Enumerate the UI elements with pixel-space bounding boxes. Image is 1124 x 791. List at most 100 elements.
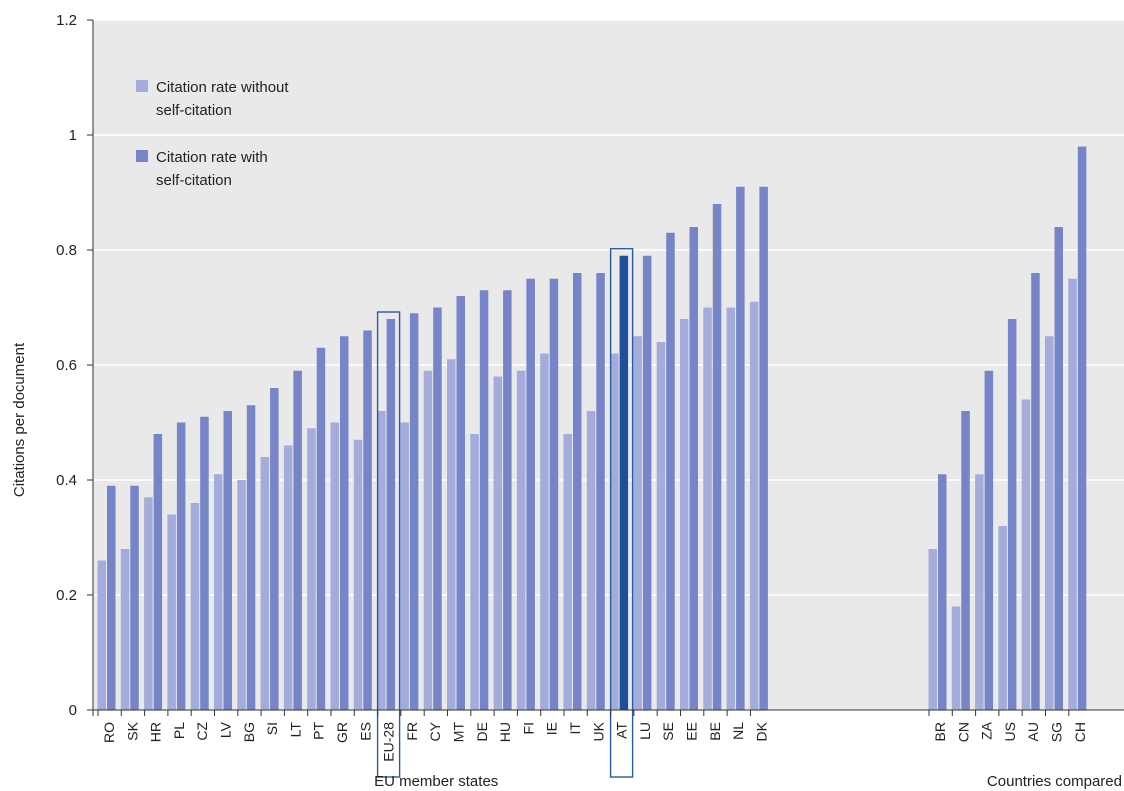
legend-label-1: Citation rate with: [156, 149, 268, 166]
bar-with-self-citation-lu: [642, 255, 652, 710]
y-axis-title: Citations per document: [11, 342, 28, 497]
bar-without-self-citation-ee: [680, 319, 689, 710]
x-tick-label-cn: CN: [955, 722, 971, 742]
x-tick-label-at: AT: [614, 722, 630, 739]
x-tick-label-hu: HU: [497, 722, 513, 742]
x-tick-label-lt: LT: [287, 722, 303, 738]
x-tick-label-si: SI: [264, 722, 280, 735]
bar-without-self-citation-ch: [1068, 278, 1077, 710]
x-tick-label-ch: CH: [1072, 722, 1088, 742]
bar-without-self-citation-hu: [493, 376, 503, 710]
bar-without-self-citation-za: [975, 474, 984, 710]
y-tick-label: 1: [69, 127, 77, 144]
x-tick-label-sk: SK: [124, 721, 140, 740]
bar-with-self-citation-hu: [503, 290, 512, 710]
bar-with-self-citation-lt: [293, 370, 302, 710]
x-tick-label-de: DE: [474, 722, 490, 741]
group-label-countries-compared: Countries compared: [987, 773, 1122, 790]
bar-without-self-citation-es: [353, 439, 363, 710]
outline-at: [609, 248, 634, 778]
bar-with-self-citation-ro: [107, 485, 116, 710]
x-tick-label-se: SE: [660, 722, 676, 741]
outline-eu-28: [376, 311, 401, 778]
axes: [92, 20, 1124, 716]
x-tick-label-ie: IE: [544, 722, 560, 735]
bar-without-self-citation-ie: [540, 353, 549, 710]
bar-without-self-citation-eu-28: [377, 411, 386, 710]
bar-without-self-citation-us: [998, 526, 1007, 710]
x-tick-label-dk: DK: [753, 721, 769, 741]
bar-without-self-citation-fr: [400, 422, 409, 710]
bar-without-self-citation-cz: [190, 503, 200, 710]
bar-without-self-citation-fi: [516, 370, 526, 710]
bar-with-self-citation-es: [363, 330, 372, 710]
x-tick-label-br: BR: [932, 722, 948, 741]
x-tick-label-au: AU: [1025, 722, 1041, 741]
y-tick-label: 0.6: [56, 357, 77, 374]
bar-without-self-citation-be: [703, 307, 712, 710]
x-tick-label-sg: SG: [1049, 722, 1065, 742]
x-tick-label-es: ES: [357, 722, 373, 741]
bar-without-self-citation-ro: [97, 560, 106, 710]
x-tick-label-bg: BG: [241, 722, 257, 742]
bar-without-self-citation-it: [563, 434, 572, 710]
bar-without-self-citation-uk: [586, 411, 596, 710]
bar-with-self-citation-nl: [736, 186, 745, 710]
bar-with-self-citation-ch: [1077, 146, 1087, 710]
bars: [97, 146, 1087, 710]
bar-without-self-citation-br: [928, 549, 937, 710]
x-tick-label-lv: LV: [218, 721, 234, 738]
bar-with-self-citation-cn: [961, 411, 970, 710]
y-tick-label: 0.2: [56, 587, 77, 604]
bar-with-self-citation-dk: [759, 186, 768, 710]
bar-without-self-citation-mt: [447, 359, 456, 710]
bar-with-self-citation-sk: [130, 485, 139, 710]
x-axis-category-labels: RO SK HR PL CZ LV BG SI LT PT GR ES EU-28 FR CY MT DE HU F…: [101, 721, 1088, 761]
x-tick-label-us: US: [1002, 722, 1018, 741]
x-tick-label-gr: GR: [334, 722, 350, 743]
bar-with-self-citation-be: [712, 204, 722, 710]
legend-label-0: Citation rate without: [156, 79, 289, 96]
x-tick-label-uk: UK: [590, 721, 606, 741]
bar-with-self-citation-at: [619, 255, 629, 710]
x-tick-label-pt: PT: [311, 722, 327, 740]
x-tick-label-it: IT: [567, 722, 583, 735]
bar-without-self-citation-cy: [423, 370, 433, 710]
x-tick-label-ro: RO: [101, 722, 117, 743]
x-tick-label-cz: CZ: [194, 722, 210, 741]
bar-without-self-citation-au: [1021, 399, 1031, 710]
legend-swatch-1: [136, 150, 148, 162]
bar-without-self-citation-lu: [633, 336, 642, 710]
x-tick-label-lu: LU: [637, 722, 653, 740]
x-tick-label-hr: HR: [148, 722, 164, 742]
bar-with-self-citation-cz: [200, 416, 209, 710]
bar-without-self-citation-lt: [283, 445, 293, 710]
bar-with-self-citation-si: [270, 388, 279, 710]
bar-with-self-citation-us: [1007, 319, 1017, 710]
bar-with-self-citation-se: [666, 232, 675, 710]
bar-without-self-citation-at: [610, 353, 619, 710]
legend: Citation rate without self-citation Citati…: [136, 79, 289, 189]
bar-without-self-citation-sg: [1045, 336, 1054, 710]
bar-with-self-citation-za: [984, 370, 994, 710]
bar-with-self-citation-pl: [176, 422, 186, 710]
bar-with-self-citation-it: [573, 273, 582, 710]
highlight-outlines: [376, 248, 634, 778]
bar-with-self-citation-au: [1031, 273, 1040, 710]
bar-with-self-citation-uk: [596, 273, 605, 710]
bar-without-self-citation-pt: [307, 428, 316, 710]
bar-without-self-citation-se: [656, 342, 666, 710]
bar-without-self-citation-cn: [951, 606, 961, 710]
bar-with-self-citation-br: [938, 474, 947, 710]
x-tick-label-eu-28: EU-28: [381, 722, 397, 762]
legend-label-1: self-citation: [156, 172, 232, 189]
bar-with-self-citation-fr: [409, 313, 419, 710]
bar-with-self-citation-cy: [433, 307, 442, 710]
x-tick-label-be: BE: [707, 722, 723, 741]
bar-with-self-citation-eu-28: [386, 319, 396, 710]
bar-with-self-citation-fi: [526, 278, 535, 710]
y-tick-label: 0.8: [56, 242, 77, 259]
bar-without-self-citation-si: [260, 457, 270, 710]
x-tick-label-za: ZA: [979, 721, 995, 740]
